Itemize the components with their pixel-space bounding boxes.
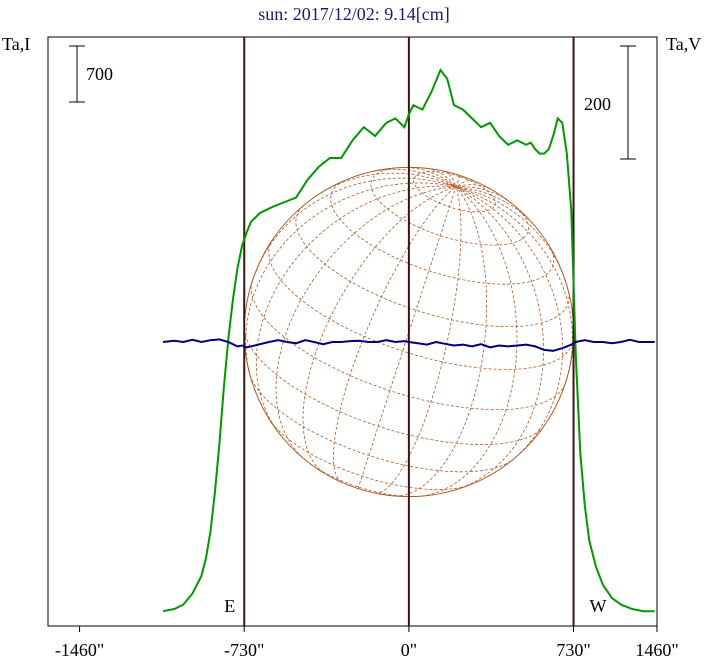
right-scale-bar (620, 45, 636, 160)
latitude-line (268, 418, 472, 491)
longitude-line (456, 186, 508, 201)
longitude-line (455, 175, 461, 187)
longitude-line (426, 167, 457, 188)
series-intensity-line (162, 68, 655, 613)
right-axis-label: Ta,V (666, 34, 701, 54)
x-tick-label: 1460" (635, 640, 678, 660)
longitude-line (444, 171, 457, 187)
left-axis-label: Ta,I (2, 34, 30, 54)
scale-bars (69, 45, 636, 160)
longitude-line (245, 182, 457, 376)
longitude-line (451, 186, 544, 492)
x-tick-label: 730" (556, 640, 590, 660)
longitude-line (456, 184, 491, 190)
latitude-line (305, 460, 417, 498)
longitude-line (374, 186, 462, 494)
longitude-line (456, 186, 566, 282)
longitude-line (456, 186, 533, 224)
longitude-line (251, 177, 457, 282)
longitude-line (394, 186, 487, 497)
latitude-line (370, 167, 529, 246)
longitude-line (357, 186, 457, 489)
longitude-line (311, 172, 457, 200)
limb-marker-label: E (224, 596, 235, 616)
latitude-line (295, 205, 570, 327)
text-layer: sun: 2017/12/02: 9.14[cm] Ta,I Ta,V 700 … (2, 4, 701, 616)
longitude-line (416, 186, 518, 497)
solar-disk-grid (243, 166, 575, 498)
longitude-line (406, 167, 457, 188)
plot-frame (47, 36, 658, 627)
chart-title: sun: 2017/12/02: 9.14[cm] (258, 4, 450, 24)
x-tick-label: -730" (224, 640, 264, 660)
latitude-line (330, 180, 555, 285)
series-polarization-line (162, 338, 655, 352)
x-tick-label: 0" (401, 640, 417, 660)
longitude-line (332, 186, 457, 483)
latitude-line (268, 239, 574, 370)
right-scale-bar-label: 200 (584, 94, 611, 114)
x-tick-label: -1460" (55, 640, 104, 660)
limb-markers (243, 37, 575, 626)
longitude-line (372, 168, 457, 188)
longitude-line (455, 186, 573, 384)
longitude-line (455, 186, 564, 461)
left-scale-bar (69, 45, 85, 103)
longitude-line (302, 186, 457, 474)
latitude-line (249, 375, 513, 473)
left-scale-bar-label: 700 (86, 64, 113, 84)
longitude-line (255, 185, 457, 436)
longitude-line (455, 180, 475, 188)
limb-marker-label: W (590, 596, 607, 616)
series-layer (162, 68, 655, 613)
x-axis-ticks: -1460" -730" 0" 730" 1460" (55, 626, 679, 660)
plot-border (47, 36, 658, 627)
latitude-line (244, 329, 544, 446)
longitude-line (275, 186, 457, 461)
